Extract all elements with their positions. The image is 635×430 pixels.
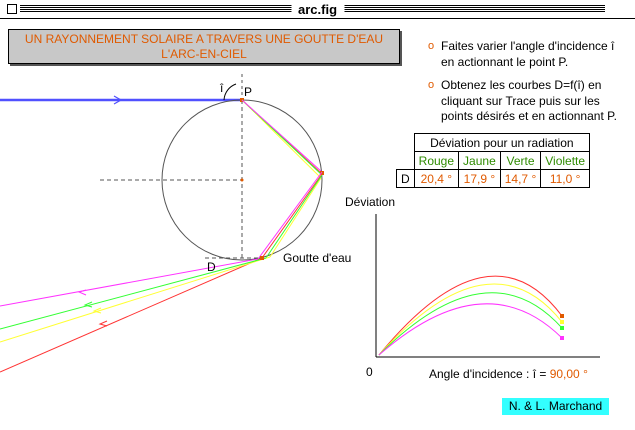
center-point	[240, 178, 244, 182]
angle-i-label: î	[219, 81, 224, 95]
curve-yellow	[378, 283, 563, 356]
point-p-label: P	[244, 85, 252, 99]
curve-red-end	[560, 314, 564, 318]
ray-yellow-reflect	[269, 177, 322, 258]
window-title: arc.fig	[290, 1, 345, 18]
instruction-1: o Faites varier l'angle d'incidence î en…	[428, 39, 628, 70]
ray-yellow-out	[0, 256, 271, 343]
graph-xlabel-text: Angle d'incidence : î =	[429, 367, 550, 381]
graph-ylabel: Déviation	[345, 195, 395, 209]
point-d-label: D	[207, 260, 216, 274]
deviation-table: Déviation pour un radiation Rouge Jaune …	[396, 133, 591, 188]
drop-label: Goutte d'eau	[283, 251, 351, 265]
bullet-icon: o	[428, 40, 435, 52]
ray-red-out	[0, 257, 263, 373]
incident-arrow-icon	[113, 95, 123, 105]
instruction-1-text: Faites varier l'angle d'incidence î en a…	[441, 39, 615, 69]
val-verte: 14,7 °	[499, 169, 542, 188]
curve-violet-end	[560, 336, 564, 340]
ray-violet-out	[0, 258, 259, 307]
ray-violet-in	[241, 99, 323, 173]
val-jaune: 17,9 °	[458, 169, 501, 188]
instruction-2-text: Obtenez les courbes D=f(î) en cliquant s…	[441, 78, 617, 123]
curve-violet	[378, 303, 563, 356]
curve-red	[378, 275, 563, 356]
bullet-icon: o	[428, 79, 435, 91]
arrow-red-icon	[98, 320, 108, 327]
val-violette: 11,0 °	[540, 169, 591, 188]
instruction-2: o Obtenez les courbes D=f(î) en cliquant…	[428, 78, 628, 125]
ray-green-reflect	[265, 174, 323, 259]
ray-violet-reflect	[257, 171, 323, 260]
col-verte: Verte	[499, 151, 542, 170]
graph-origin: 0	[366, 365, 373, 379]
banner-line2: L'ARC-EN-CIEL	[161, 47, 247, 61]
col-rouge: Rouge	[413, 151, 460, 170]
arrow-violet-icon	[77, 289, 87, 296]
curve-green-end	[560, 326, 564, 330]
arrow-yellow-icon	[92, 307, 102, 314]
row-label: D	[396, 169, 415, 188]
arrow-green-icon	[83, 301, 93, 308]
ray-green-out	[0, 257, 267, 330]
curve-green	[378, 292, 563, 356]
graph-xvalue: 90,00 °	[550, 367, 588, 381]
curve-yellow-end	[560, 320, 564, 324]
ray-red-reflect	[261, 173, 323, 259]
reflection-point	[320, 171, 324, 175]
graph-xlabel: Angle d'incidence : î = 90,00 °	[429, 367, 588, 381]
exit-point	[260, 256, 264, 260]
credit-badge: N. & L. Marchand	[502, 398, 609, 415]
val-rouge: 20,4 °	[413, 169, 460, 188]
col-violette: Violette	[540, 151, 591, 170]
close-box[interactable]	[7, 4, 17, 14]
angle-arc	[223, 83, 237, 101]
banner: UN RAYONNEMENT SOLAIRE A TRAVERS UNE GOU…	[8, 29, 400, 64]
banner-line1: UN RAYONNEMENT SOLAIRE A TRAVERS UNE GOU…	[24, 32, 384, 46]
